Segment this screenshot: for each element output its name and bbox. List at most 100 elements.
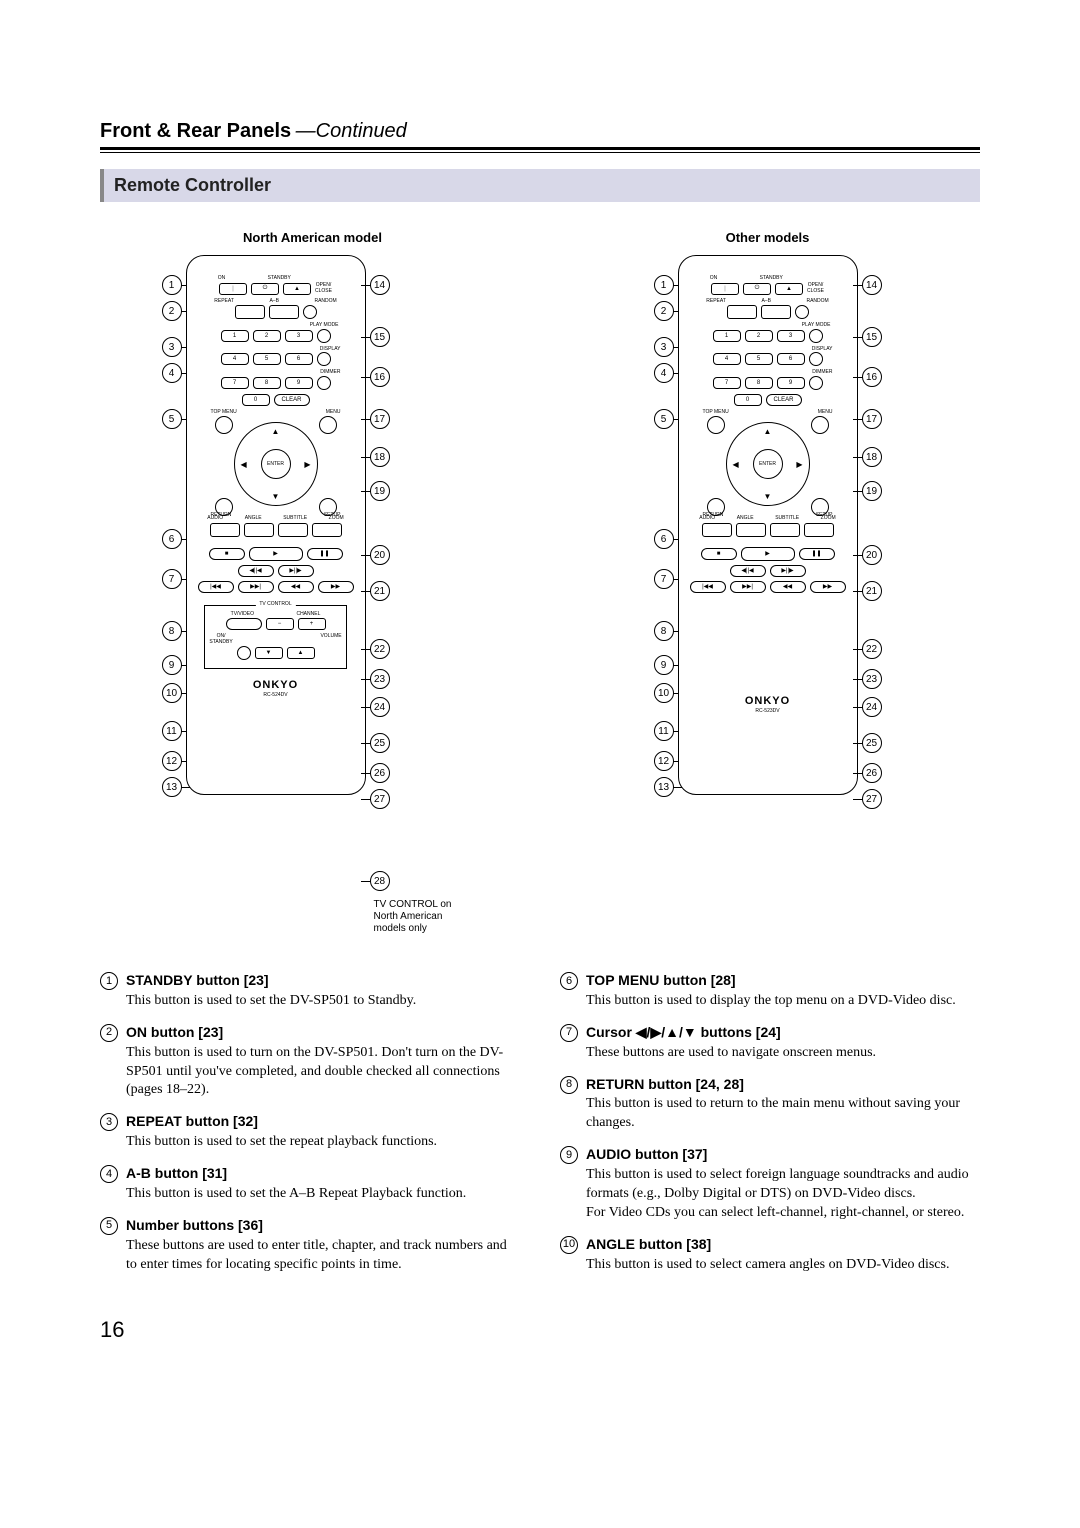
callout-26: 26: [862, 763, 882, 783]
callout-10: 10: [654, 683, 674, 703]
callout-15: 15: [862, 327, 882, 347]
desc-text: This button is used to set the A–B Repea…: [126, 1185, 520, 1204]
remote-button: 9: [777, 377, 805, 389]
remote-button: ▲: [283, 283, 311, 295]
remote-button: [809, 329, 823, 343]
desc-text: These buttons are used to enter title, c…: [126, 1237, 520, 1275]
desc-num: 7: [560, 1024, 578, 1042]
remote-button: [795, 305, 809, 319]
remote-button: [244, 523, 274, 537]
remote-button: ▼: [255, 647, 283, 659]
page-number: 16: [100, 1317, 980, 1343]
remote-button: [770, 523, 800, 537]
callout-22: 22: [862, 639, 882, 659]
remote-button: 5: [745, 353, 773, 365]
remote-button: ▲: [287, 647, 315, 659]
desc-num: 5: [100, 1217, 118, 1235]
callout-6: 6: [162, 529, 182, 549]
remote-button: 8: [253, 377, 281, 389]
remote-button: [210, 523, 240, 537]
remote-button: ◀||◀: [730, 565, 766, 577]
remote-button: ▶▶|: [238, 581, 274, 593]
remote-button: ▶▶|: [730, 581, 766, 593]
remote-button: ▶: [741, 547, 795, 561]
callout-9: 9: [654, 655, 674, 675]
remote-button: CLEAR: [274, 394, 310, 406]
callouts-right: 141516171819202122232425262728: [366, 255, 390, 893]
remote-right-wrap: 12345678910111213 ONSTANDBY｜⏻▲OPEN/ CLOS…: [555, 255, 980, 811]
remote-body-right: ONSTANDBY｜⏻▲OPEN/ CLOSEREPEATA–BRANDOMPL…: [678, 255, 858, 795]
desc-num: 6: [560, 972, 578, 990]
remote-button: [809, 376, 823, 390]
desc-text: This button is used to set the repeat pl…: [126, 1133, 520, 1152]
desc-title: ANGLE button [38]: [586, 1235, 980, 1254]
remote-button: 8: [745, 377, 773, 389]
desc-title: TOP MENU button [28]: [586, 971, 980, 990]
remote-button: 3: [285, 330, 313, 342]
remote-button: 4: [713, 353, 741, 365]
desc-num: 8: [560, 1076, 578, 1094]
desc-title: RETURN button [24, 28]: [586, 1075, 980, 1094]
callout-23: 23: [862, 669, 882, 689]
remote-button: [312, 523, 342, 537]
remote-button: [809, 352, 823, 366]
callout-9: 9: [162, 655, 182, 675]
remote-button: 9: [285, 377, 313, 389]
remote-button: [303, 305, 317, 319]
desc-col-right: 6TOP MENU button [28]This button is used…: [560, 971, 980, 1287]
callout-16: 16: [862, 367, 882, 387]
desc-text: These buttons are used to navigate onscr…: [586, 1044, 980, 1063]
callout-24: 24: [862, 697, 882, 717]
callout-21: 21: [370, 581, 390, 601]
remote-button: 4: [221, 353, 249, 365]
remote-button: ⏻: [743, 283, 771, 295]
callout-24: 24: [370, 697, 390, 717]
remote-button: 6: [285, 353, 313, 365]
remote-button: ◀◀: [278, 581, 314, 593]
remote-button: [702, 523, 732, 537]
desc-num: 10: [560, 1236, 578, 1254]
desc-item-4: 4A-B button [31]This button is used to s…: [100, 1164, 520, 1204]
callout-4: 4: [162, 363, 182, 383]
remote-left-caption: North American model: [100, 230, 525, 245]
remote-button: ⏻: [251, 283, 279, 295]
callout-26: 26: [370, 763, 390, 783]
callout-14: 14: [862, 275, 882, 295]
callout-12: 12: [162, 751, 182, 771]
desc-item-1: 1STANDBY button [23]This button is used …: [100, 971, 520, 1011]
remote-button: CLEAR: [766, 394, 802, 406]
remote-button: [804, 523, 834, 537]
remote-button: ❚❚: [799, 548, 835, 560]
desc-item-3: 3REPEAT button [32]This button is used t…: [100, 1112, 520, 1152]
desc-num: 9: [560, 1146, 578, 1164]
callout-2: 2: [654, 301, 674, 321]
remote-button: [317, 329, 331, 343]
remote-button: ▶: [249, 547, 303, 561]
remote-button: [269, 305, 299, 319]
remote-left-col: North American model 12345678910111213 O…: [100, 230, 525, 935]
remote-button: 0: [242, 394, 270, 406]
remote-button: 7: [221, 377, 249, 389]
callout-19: 19: [862, 481, 882, 501]
callout-6: 6: [654, 529, 674, 549]
callouts-right: 1415161718192021222324252627: [858, 255, 882, 811]
callout-20: 20: [370, 545, 390, 565]
callout-1: 1: [654, 275, 674, 295]
callout-21: 21: [862, 581, 882, 601]
callout-4: 4: [654, 363, 674, 383]
section-banner: Remote Controller: [100, 169, 980, 202]
remote-button: |◀◀: [690, 581, 726, 593]
remote-button: 3: [777, 330, 805, 342]
callout-8: 8: [162, 621, 182, 641]
desc-title: Number buttons [36]: [126, 1216, 520, 1235]
callout-15: 15: [370, 327, 390, 347]
remote-button: ▶||▶: [278, 565, 314, 577]
remote-button: 7: [713, 377, 741, 389]
desc-title: A-B button [31]: [126, 1164, 520, 1183]
callout-20: 20: [862, 545, 882, 565]
remote-button: ◀◀: [770, 581, 806, 593]
callout-22: 22: [370, 639, 390, 659]
remote-button: [736, 523, 766, 537]
callout-19: 19: [370, 481, 390, 501]
callout-8: 8: [654, 621, 674, 641]
